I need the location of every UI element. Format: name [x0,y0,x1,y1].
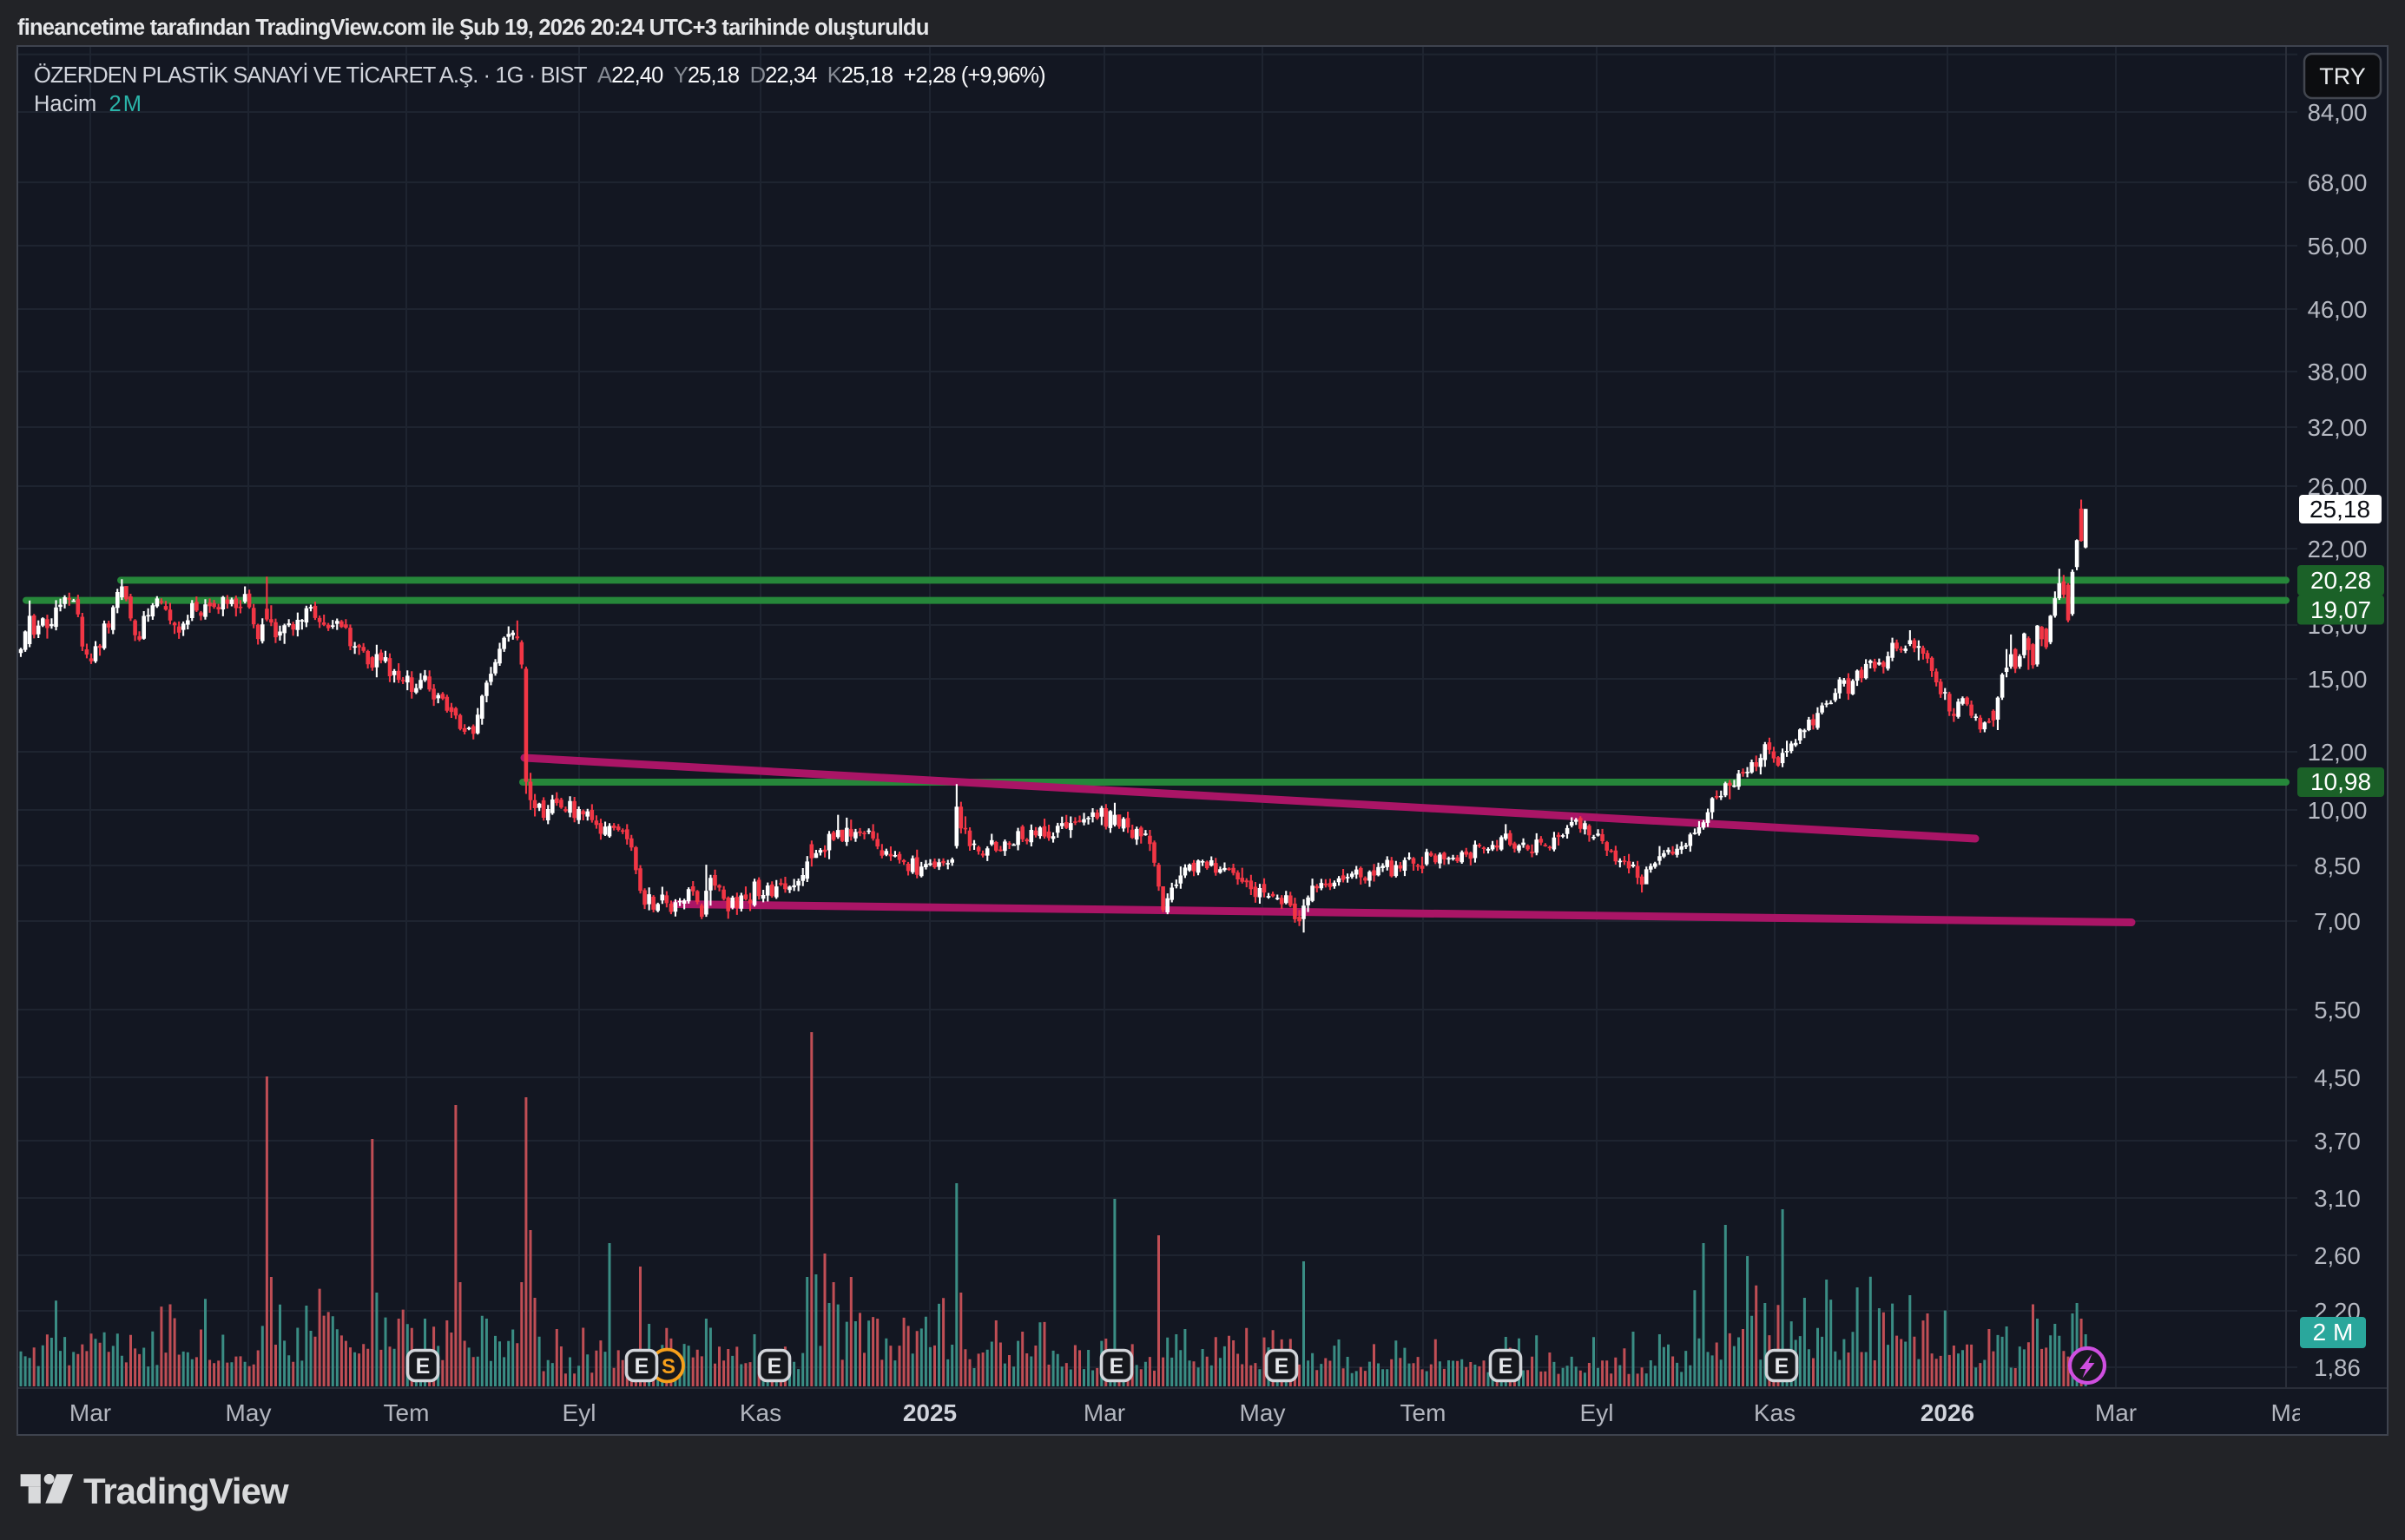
svg-text:E: E [1275,1354,1289,1379]
svg-text:Kas: Kas [740,1399,781,1426]
svg-text:May: May [2271,1399,2317,1426]
svg-text:25,18: 25,18 [2309,496,2370,523]
svg-text:56,00: 56,00 [2308,233,2368,260]
svg-text:ÖZERDEN PLASTİK SANAYİ VE TİCA: ÖZERDEN PLASTİK SANAYİ VE TİCARET A.Ş. ·… [34,63,1045,88]
svg-text:1,86: 1,86 [2314,1354,2361,1381]
svg-text:2025: 2025 [903,1399,957,1426]
svg-text:68,00: 68,00 [2308,169,2368,196]
svg-text:S: S [662,1355,675,1379]
svg-text:fineancetime tarafından Tradin: fineancetime tarafından TradingView.com … [17,16,929,40]
svg-text:E: E [1499,1354,1513,1379]
svg-text:May: May [226,1399,272,1426]
svg-text:38,00: 38,00 [2308,359,2368,385]
svg-text:3,70: 3,70 [2314,1128,2361,1155]
svg-text:Mar: Mar [69,1399,111,1426]
svg-text:May: May [1240,1399,1286,1426]
svg-text:10,98: 10,98 [2310,768,2371,795]
svg-text:84,00: 84,00 [2308,99,2368,126]
svg-text:2,60: 2,60 [2314,1242,2361,1269]
svg-text:Kas: Kas [1754,1399,1796,1426]
svg-text:2 M: 2 M [2313,1319,2354,1346]
svg-text:10,00: 10,00 [2308,797,2368,824]
svg-text:15,00: 15,00 [2308,666,2368,693]
svg-text:Tem: Tem [384,1399,430,1426]
svg-text:E: E [635,1354,649,1379]
svg-text:TradingView: TradingView [83,1471,289,1511]
svg-text:E: E [1775,1354,1789,1379]
svg-text:8,50: 8,50 [2314,852,2361,879]
svg-text:5,50: 5,50 [2314,997,2361,1023]
svg-text:7,00: 7,00 [2314,908,2361,935]
svg-text:20,28: 20,28 [2310,567,2371,594]
svg-text:46,00: 46,00 [2308,296,2368,323]
svg-text:3,10: 3,10 [2314,1185,2361,1212]
svg-text:Tem: Tem [1400,1399,1446,1426]
svg-text:4,50: 4,50 [2314,1064,2361,1091]
svg-text:12,00: 12,00 [2308,739,2368,766]
svg-text:22,00: 22,00 [2308,536,2368,563]
svg-text:E: E [1110,1354,1124,1379]
svg-text:19,07: 19,07 [2310,596,2371,623]
svg-text:Mar: Mar [1084,1399,1125,1426]
svg-text:32,00: 32,00 [2308,414,2368,441]
svg-text:Mar: Mar [2095,1399,2137,1426]
svg-text:Hacim 2 M: Hacim 2 M [34,92,142,116]
svg-text:E: E [416,1354,431,1379]
svg-text:2026: 2026 [1921,1399,1974,1426]
svg-text:TRY: TRY [2319,63,2366,89]
svg-text:Eyl: Eyl [1580,1399,1614,1426]
svg-text:Eyl: Eyl [563,1399,596,1426]
svg-text:E: E [768,1354,782,1379]
